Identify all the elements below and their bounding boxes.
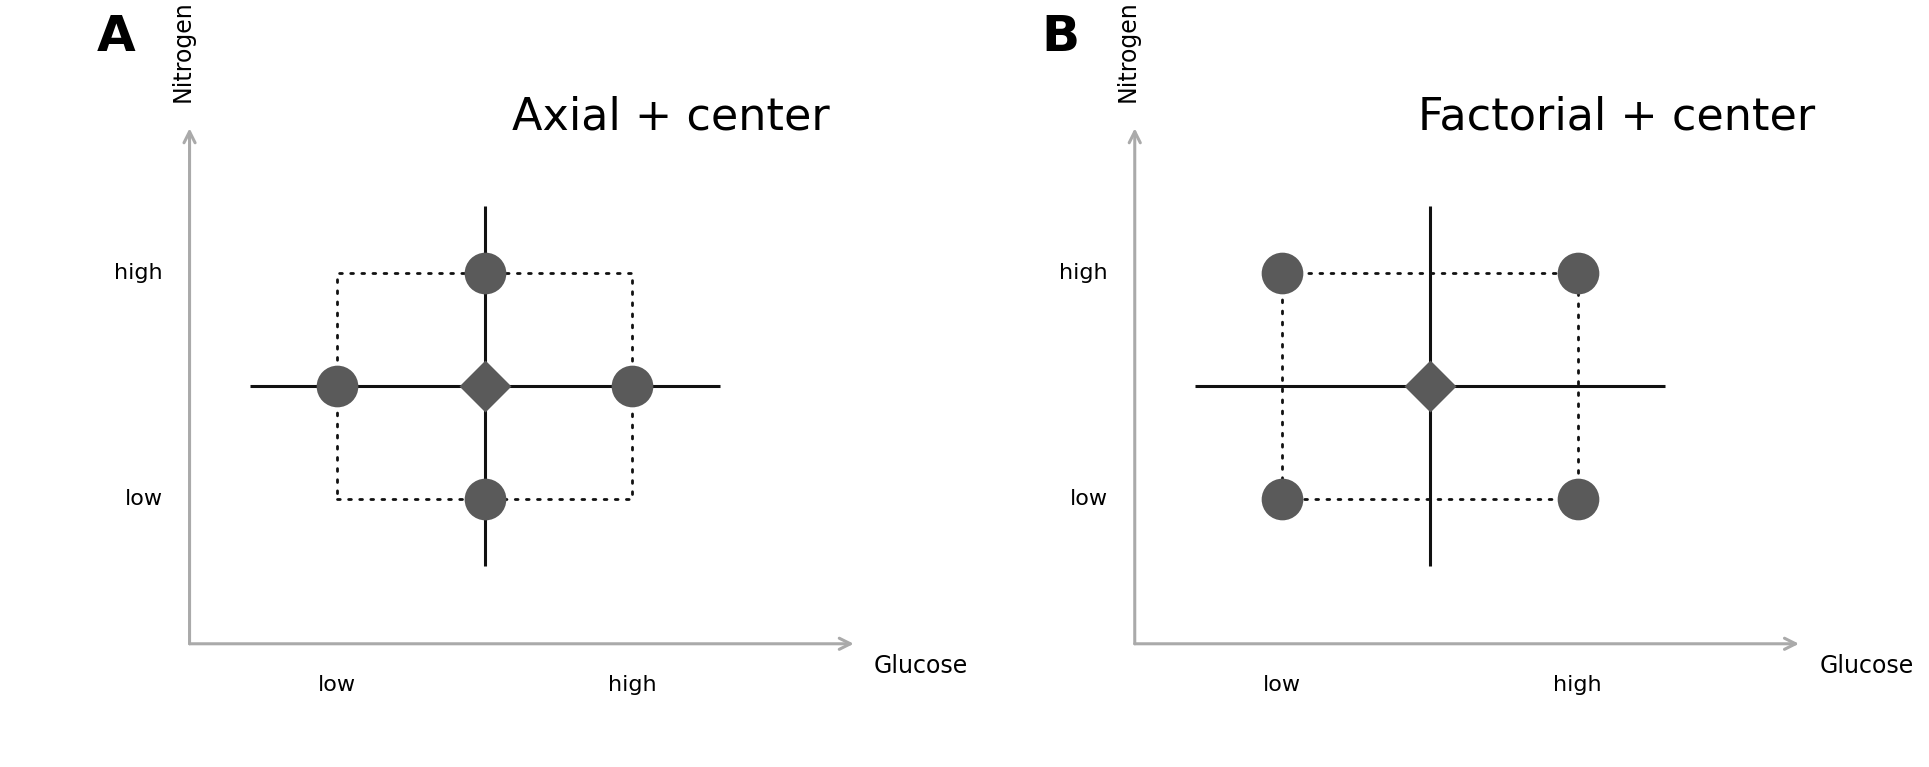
Text: Glucose: Glucose [1819,654,1914,678]
Point [1267,493,1298,505]
Point [469,266,500,278]
Text: high: high [1553,675,1601,695]
Text: Nitrogen: Nitrogen [1117,1,1140,103]
Bar [1283,272,1578,499]
Text: low: low [1071,489,1107,509]
Text: Nitrogen: Nitrogen [172,1,195,103]
Text: low: low [125,489,162,509]
Text: high: high [114,262,162,282]
Text: Axial + center: Axial + center [513,96,829,139]
Text: high: high [608,675,656,695]
Text: low: low [1263,675,1302,695]
Text: A: A [96,13,135,61]
Point [1414,380,1445,392]
Bar [338,272,633,499]
Point [322,380,353,392]
Point [1562,493,1593,505]
Text: Glucose: Glucose [874,654,968,678]
Point [617,380,648,392]
Point [1562,266,1593,278]
Text: Factorial + center: Factorial + center [1418,96,1815,139]
Point [469,493,500,505]
Text: low: low [318,675,357,695]
Text: B: B [1042,13,1080,61]
Point [1267,266,1298,278]
Point [469,380,500,392]
Text: high: high [1059,262,1107,282]
